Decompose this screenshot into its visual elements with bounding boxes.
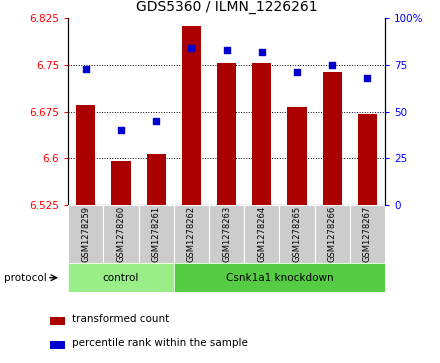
Text: GSM1278264: GSM1278264 [257,206,266,262]
Text: transformed count: transformed count [72,314,169,324]
Point [364,75,371,81]
Bar [103,205,139,263]
Bar [287,107,307,205]
Title: GDS5360 / ILMN_1226261: GDS5360 / ILMN_1226261 [136,0,317,15]
Bar [50,341,65,348]
Text: control: control [103,273,139,283]
Point [258,49,265,55]
Bar [111,162,131,205]
Bar [252,63,271,205]
Bar [139,205,174,263]
Bar [244,205,279,263]
Text: GSM1278266: GSM1278266 [328,206,337,262]
Point [117,127,125,133]
Bar [182,26,201,205]
Bar [315,205,350,263]
Bar [323,72,342,205]
Bar [174,263,385,292]
Bar [350,205,385,263]
Text: Csnk1a1 knockdown: Csnk1a1 knockdown [226,273,333,283]
Text: GSM1278265: GSM1278265 [293,206,301,262]
Bar [76,105,95,205]
Bar [279,205,315,263]
Text: GSM1278260: GSM1278260 [117,206,125,262]
Point [153,118,160,124]
Bar [50,317,65,325]
Text: GSM1278263: GSM1278263 [222,206,231,262]
Text: GSM1278261: GSM1278261 [152,206,161,262]
Text: percentile rank within the sample: percentile rank within the sample [72,338,247,348]
Bar [147,154,166,205]
Bar [217,63,236,205]
Bar [68,205,103,263]
Text: GSM1278259: GSM1278259 [81,206,90,262]
Bar [358,114,377,205]
Point [188,45,195,51]
Point [293,69,301,75]
Bar [174,205,209,263]
Text: GSM1278262: GSM1278262 [187,206,196,262]
Point [329,62,336,68]
Point [82,66,89,72]
Point [223,47,230,53]
Text: protocol: protocol [4,273,47,283]
Text: GSM1278267: GSM1278267 [363,206,372,262]
Bar [68,263,174,292]
Bar [209,205,244,263]
